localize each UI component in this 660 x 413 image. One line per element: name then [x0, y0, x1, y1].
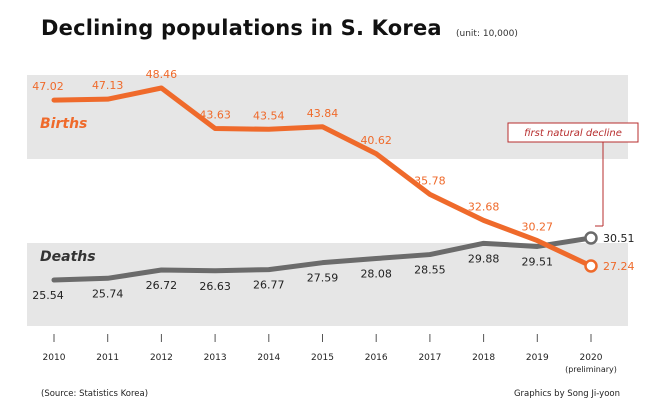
x-tick-label: 2010 — [43, 353, 66, 363]
deaths-end-marker — [584, 231, 598, 245]
x-tick-label: 2014 — [257, 353, 280, 363]
callout-box — [507, 122, 639, 143]
credit-note: Graphics by Song Ji-yoon — [513, 389, 620, 399]
deaths-value-label: 30.51 — [603, 232, 635, 245]
deaths-value-label: 26.77 — [253, 279, 285, 292]
births-value-label: 35.78 — [414, 174, 446, 187]
x-tick-label: 2015 — [311, 353, 334, 363]
deaths-series-label: Deaths — [40, 249, 96, 265]
deaths-line — [51, 235, 594, 283]
callout-text: first natural decline — [524, 128, 622, 139]
x-tick-label: 2013 — [204, 353, 227, 363]
deaths-value-label: 27.59 — [307, 272, 339, 285]
deaths-value-label: 26.72 — [146, 279, 178, 292]
births-value-label: 47.02 — [32, 80, 64, 93]
deaths-value-label: 25.54 — [32, 289, 64, 302]
births-end-marker — [584, 259, 598, 273]
x-tick-label: 2020 — [580, 353, 603, 363]
births-line — [51, 85, 594, 269]
source-note: (Source: Statistics Korea) — [41, 389, 149, 399]
births-band — [27, 75, 628, 159]
births-value-label: 32.68 — [468, 200, 500, 213]
unit-note: (unit: 10,000) — [456, 29, 518, 39]
x-tick-label: 2017 — [418, 353, 441, 363]
deaths-value-label: 25.74 — [92, 287, 124, 300]
x-tick-label: 2019 — [526, 353, 549, 363]
x-tick-label: 2011 — [96, 353, 119, 363]
deaths-value-label: 26.63 — [199, 280, 231, 293]
x-tick-label: 2012 — [150, 353, 173, 363]
births-value-label: 43.54 — [253, 109, 285, 122]
births-value-label: 27.24 — [603, 260, 635, 273]
births-value-label: 40.62 — [360, 134, 392, 147]
births-series-label: Births — [40, 116, 87, 132]
deaths-band — [27, 243, 628, 326]
births-value-label: 30.27 — [522, 221, 554, 234]
deaths-value-label: 28.08 — [360, 268, 392, 281]
x-tick-label: 2018 — [472, 353, 495, 363]
births-value-label: 48.46 — [146, 68, 178, 81]
deaths-value-label: 28.55 — [414, 264, 446, 277]
deaths-value-label: 29.88 — [468, 252, 500, 265]
x-tick-sublabel: (preliminary) — [565, 365, 617, 374]
births-value-label: 47.13 — [92, 79, 124, 92]
births-value-label: 43.84 — [307, 107, 339, 120]
x-tick-label: 2016 — [365, 353, 388, 363]
deaths-value-label: 29.51 — [522, 255, 554, 268]
births-value-label: 43.63 — [199, 109, 231, 122]
chart-title: Declining populations in S. Korea — [41, 16, 442, 40]
